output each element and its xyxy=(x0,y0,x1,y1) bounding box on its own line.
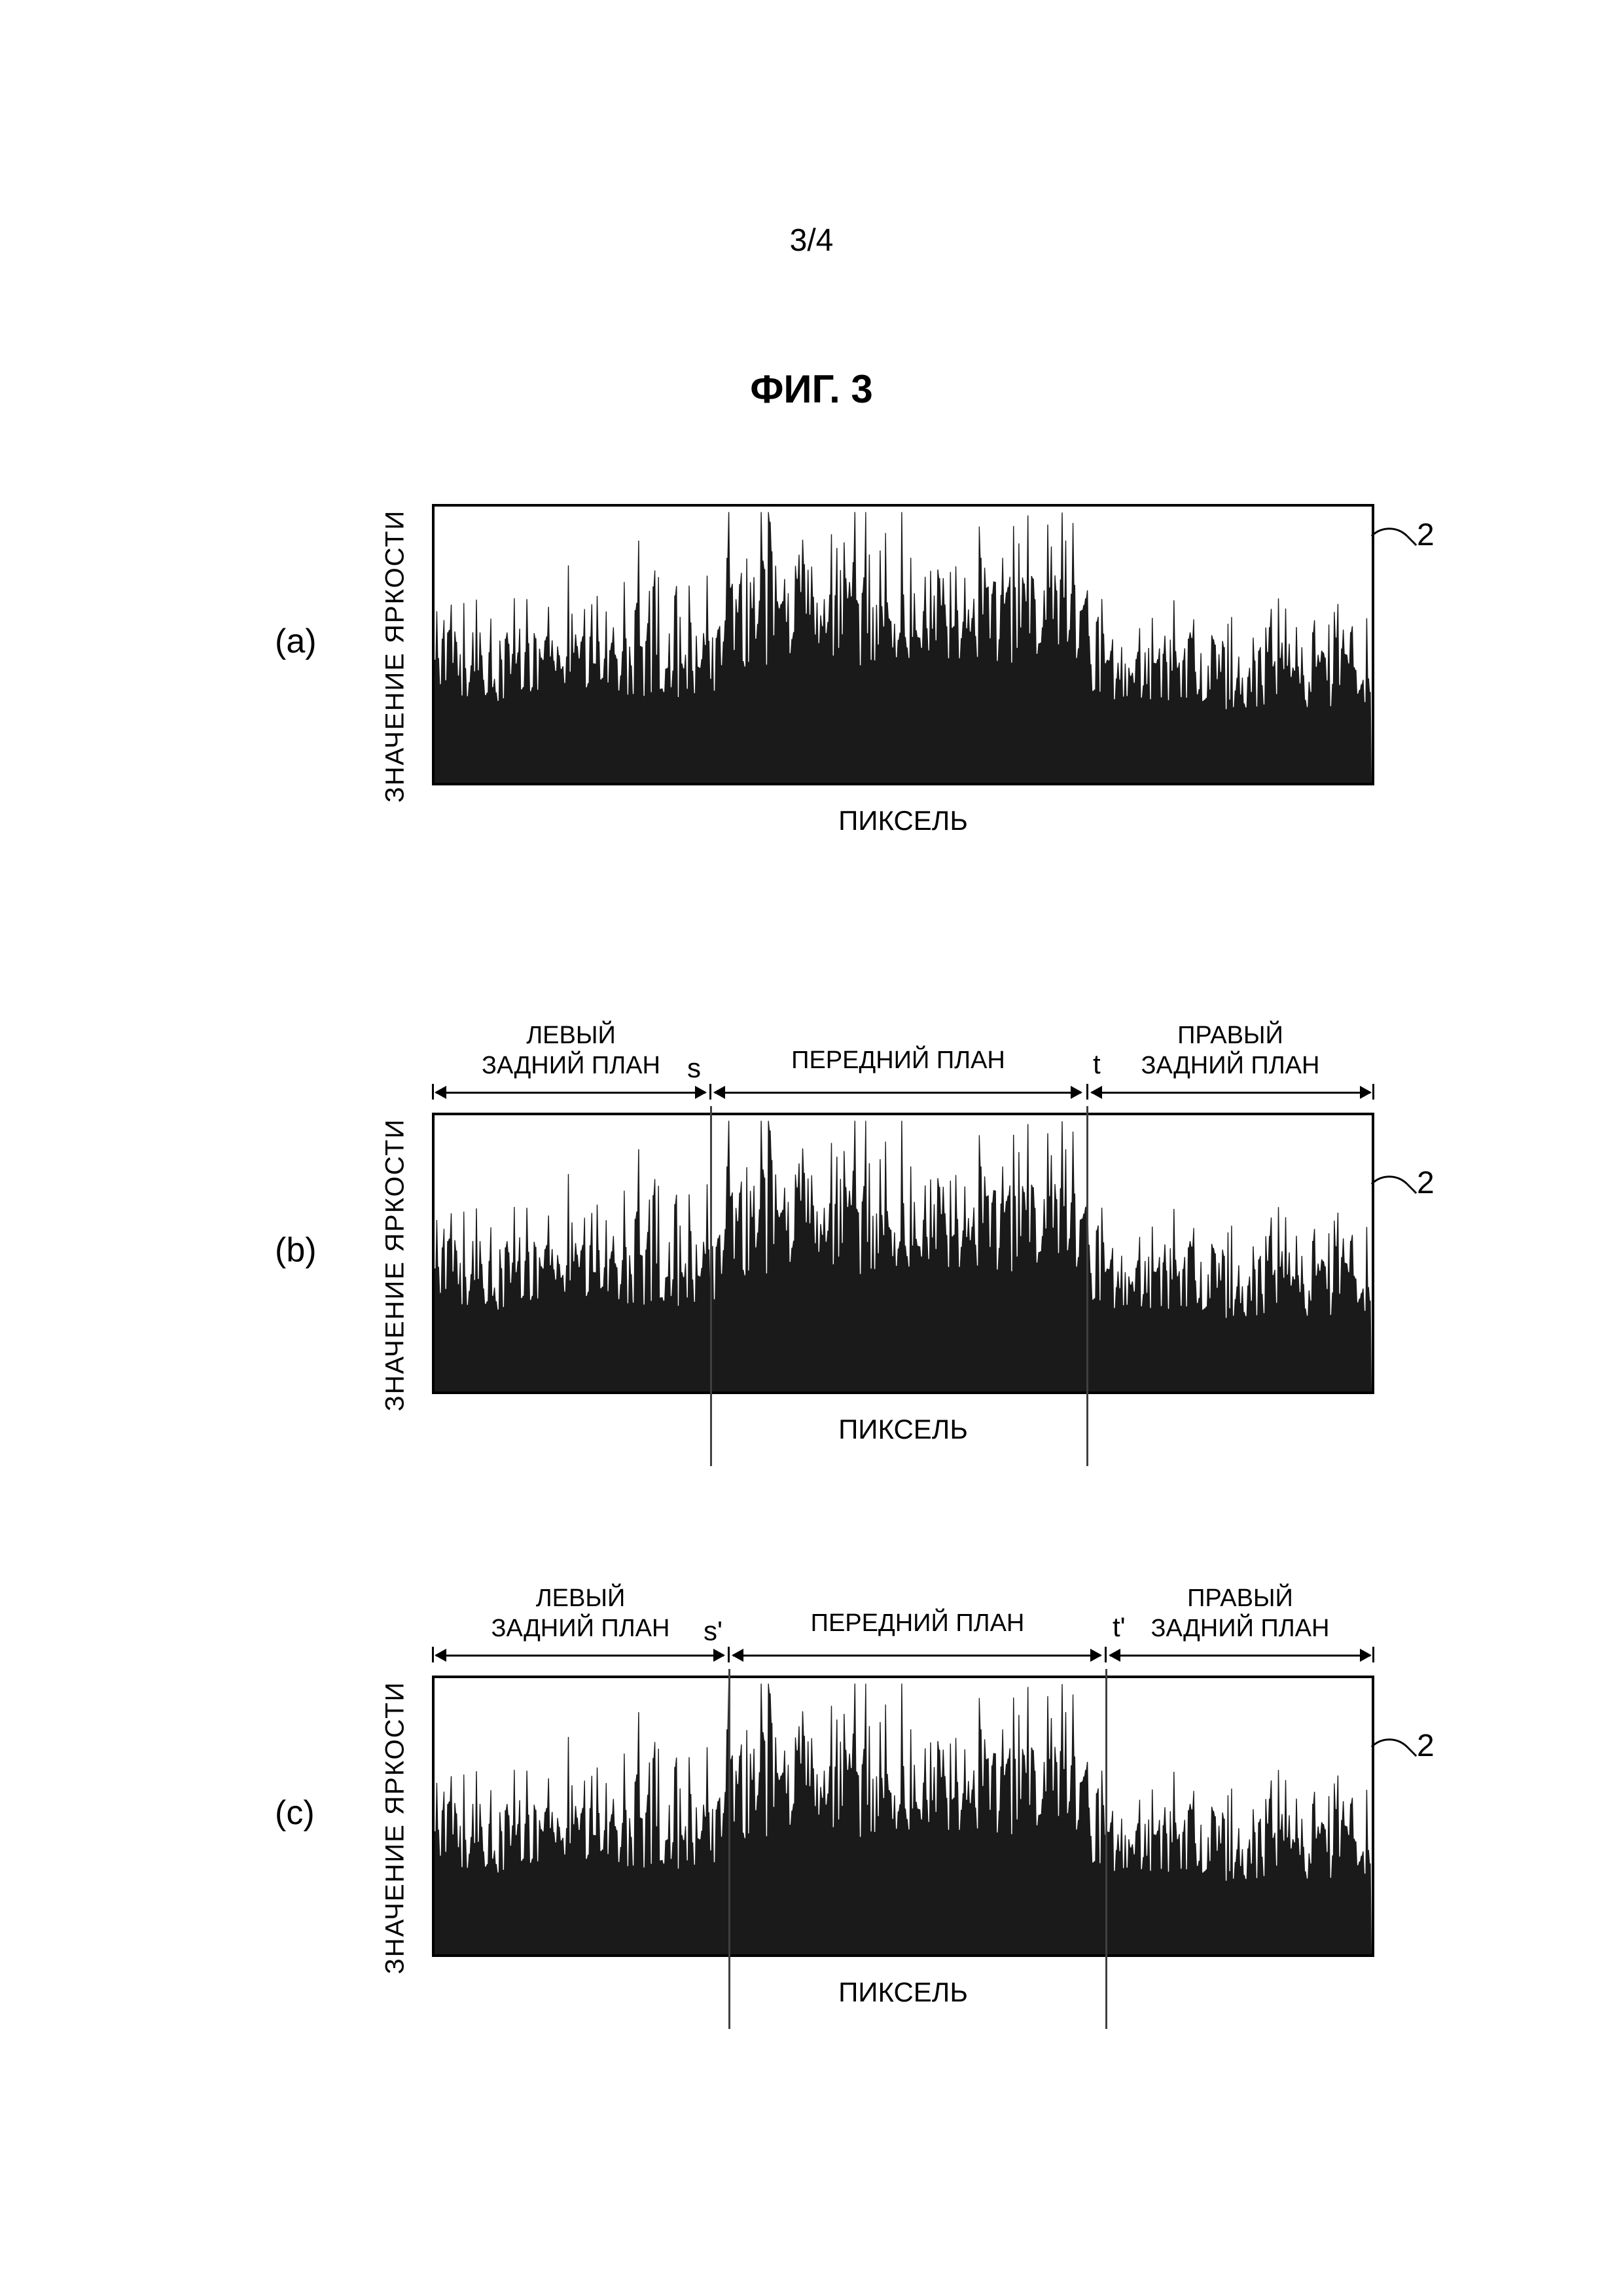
arrow-icon xyxy=(436,1092,705,1094)
panel-c-signal xyxy=(435,1678,1372,1954)
panel-a-chart xyxy=(432,504,1374,785)
page-number: 3/4 xyxy=(790,223,834,259)
figure-title: ФИГ. 3 xyxy=(750,367,873,412)
panel-b-marker-s: s xyxy=(687,1052,701,1084)
panel-b-ref: 2 xyxy=(1417,1165,1435,1201)
panel-a-x-label: ПИКСЕЛЬ xyxy=(838,805,968,836)
tick-icon xyxy=(432,1084,434,1100)
panel-c-divider-s xyxy=(728,1669,730,2029)
panel-b-label: (b) xyxy=(275,1230,317,1270)
arrow-icon xyxy=(1110,1655,1370,1657)
arrow-icon xyxy=(715,1092,1081,1094)
arrow-icon xyxy=(733,1655,1101,1657)
panel-b-divider-t xyxy=(1086,1106,1088,1466)
panel-b-region-right: ПРАВЫЙ ЗАДНИЙ ПЛАН xyxy=(1086,1021,1374,1081)
panel-c-label: (c) xyxy=(275,1793,315,1833)
panel-c-marker-s: s' xyxy=(704,1615,722,1647)
panel-c-x-label: ПИКСЕЛЬ xyxy=(838,1977,968,2008)
panel-b-marker-t: t xyxy=(1093,1049,1101,1080)
panel-b-region-center: ПЕРЕДНИЙ ПЛАН xyxy=(710,1046,1086,1076)
tick-icon xyxy=(1105,1647,1107,1662)
panel-b-y-label: ЗНАЧЕНИЕ ЯРКОСТИ xyxy=(380,1119,410,1412)
panel-a-signal xyxy=(435,507,1372,783)
arrow-icon xyxy=(436,1655,724,1657)
panel-c-ref-curve xyxy=(1371,1728,1418,1774)
tick-icon xyxy=(1086,1084,1088,1100)
tick-icon xyxy=(1372,1647,1374,1662)
panel-b-region-left: ЛЕВЫЙ ЗАДНИЙ ПЛАН xyxy=(432,1021,710,1081)
panel-a-ref-curve xyxy=(1371,517,1418,564)
panel-a-label: (a) xyxy=(275,622,317,661)
panel-b-divider-s xyxy=(710,1106,712,1466)
panel-b-signal xyxy=(435,1115,1372,1391)
arrow-icon xyxy=(1092,1092,1370,1094)
panel-b-ref-curve xyxy=(1371,1165,1418,1211)
panel-c-region-center: ПЕРЕДНИЙ ПЛАН xyxy=(729,1609,1106,1639)
tick-icon xyxy=(728,1647,730,1662)
panel-c-y-label: ЗНАЧЕНИЕ ЯРКОСТИ xyxy=(380,1681,410,1975)
tick-icon xyxy=(1372,1084,1374,1100)
panel-c-region-left: ЛЕВЫЙ ЗАДНИЙ ПЛАН xyxy=(432,1584,729,1643)
panel-a-y-label: ЗНАЧЕНИЕ ЯРКОСТИ xyxy=(380,510,410,803)
panel-b-chart xyxy=(432,1113,1374,1394)
panel-c-marker-t: t' xyxy=(1113,1611,1126,1643)
panel-c-divider-t xyxy=(1105,1669,1107,2029)
panel-a-ref: 2 xyxy=(1417,517,1435,553)
panel-c-region-right: ПРАВЫЙ ЗАДНИЙ ПЛАН xyxy=(1106,1584,1374,1643)
panel-c-ref: 2 xyxy=(1417,1728,1435,1764)
panel-c-chart xyxy=(432,1676,1374,1957)
tick-icon xyxy=(709,1084,711,1100)
panel-b-x-label: ПИКСЕЛЬ xyxy=(838,1414,968,1445)
tick-icon xyxy=(432,1647,434,1662)
